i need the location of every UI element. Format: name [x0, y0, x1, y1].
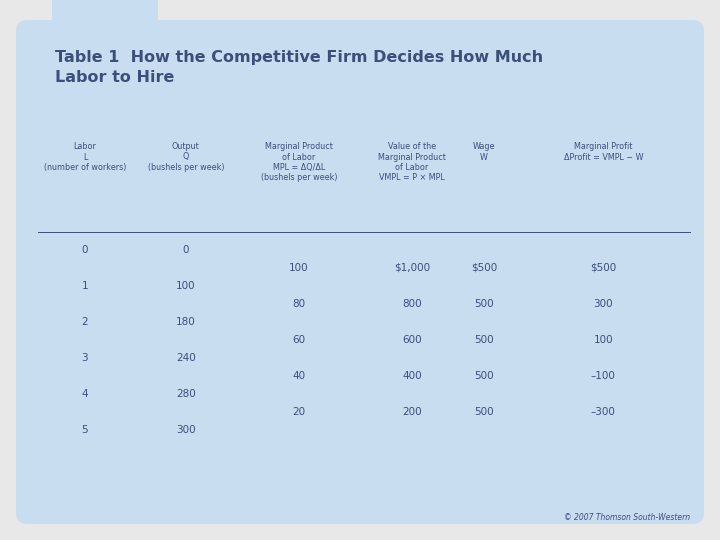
Text: Labor to Hire: Labor to Hire: [55, 70, 174, 85]
Text: –100: –100: [591, 371, 616, 381]
Text: 280: 280: [176, 389, 196, 399]
Text: $500: $500: [590, 263, 616, 273]
Text: 800: 800: [402, 299, 422, 309]
Text: 100: 100: [176, 281, 196, 291]
Text: 20: 20: [292, 407, 305, 417]
Text: $500: $500: [471, 263, 497, 273]
Text: 500: 500: [474, 371, 494, 381]
Text: (number of workers): (number of workers): [44, 163, 126, 172]
Text: 2: 2: [81, 317, 89, 327]
Text: Marginal Product: Marginal Product: [265, 142, 333, 151]
Text: Value of the: Value of the: [388, 142, 436, 151]
Text: 100: 100: [289, 263, 309, 273]
Text: –300: –300: [591, 407, 616, 417]
Text: 5: 5: [81, 425, 89, 435]
Text: 300: 300: [593, 299, 613, 309]
Text: Output: Output: [172, 142, 199, 151]
Text: (bushels per week): (bushels per week): [148, 163, 224, 172]
Text: Wage: Wage: [472, 142, 495, 151]
Text: 500: 500: [474, 407, 494, 417]
Text: 80: 80: [292, 299, 305, 309]
Text: 0: 0: [81, 245, 89, 255]
Text: 3: 3: [81, 353, 89, 363]
Text: 4: 4: [81, 389, 89, 399]
Text: Table 1  How the Competitive Firm Decides How Much: Table 1 How the Competitive Firm Decides…: [55, 50, 543, 65]
Text: © 2007 Thomson South-Western: © 2007 Thomson South-Western: [564, 513, 690, 522]
FancyBboxPatch shape: [52, 0, 158, 50]
Text: 0: 0: [182, 245, 189, 255]
Text: Marginal Profit: Marginal Profit: [574, 142, 633, 151]
Text: MPL = ΔQ/ΔL: MPL = ΔQ/ΔL: [273, 163, 325, 172]
FancyBboxPatch shape: [16, 20, 704, 524]
Text: 500: 500: [474, 335, 494, 345]
Text: 40: 40: [292, 371, 305, 381]
Text: W: W: [480, 152, 487, 161]
Text: L: L: [83, 152, 87, 161]
Text: VMPL = P × MPL: VMPL = P × MPL: [379, 173, 445, 183]
Text: Marginal Product: Marginal Product: [378, 152, 446, 161]
Text: Q: Q: [183, 152, 189, 161]
Text: 400: 400: [402, 371, 422, 381]
Text: (bushels per week): (bushels per week): [261, 173, 337, 183]
Text: 300: 300: [176, 425, 196, 435]
Text: of Labor: of Labor: [282, 152, 315, 161]
Text: 200: 200: [402, 407, 422, 417]
Text: 180: 180: [176, 317, 196, 327]
Text: 240: 240: [176, 353, 196, 363]
Text: 600: 600: [402, 335, 422, 345]
Text: 500: 500: [474, 299, 494, 309]
Text: Labor: Labor: [73, 142, 96, 151]
Text: of Labor: of Labor: [395, 163, 428, 172]
Text: $1,000: $1,000: [394, 263, 430, 273]
Text: 1: 1: [81, 281, 89, 291]
Text: 60: 60: [292, 335, 305, 345]
Text: 100: 100: [593, 335, 613, 345]
Text: ΔProfit = VMPL − W: ΔProfit = VMPL − W: [564, 152, 643, 161]
